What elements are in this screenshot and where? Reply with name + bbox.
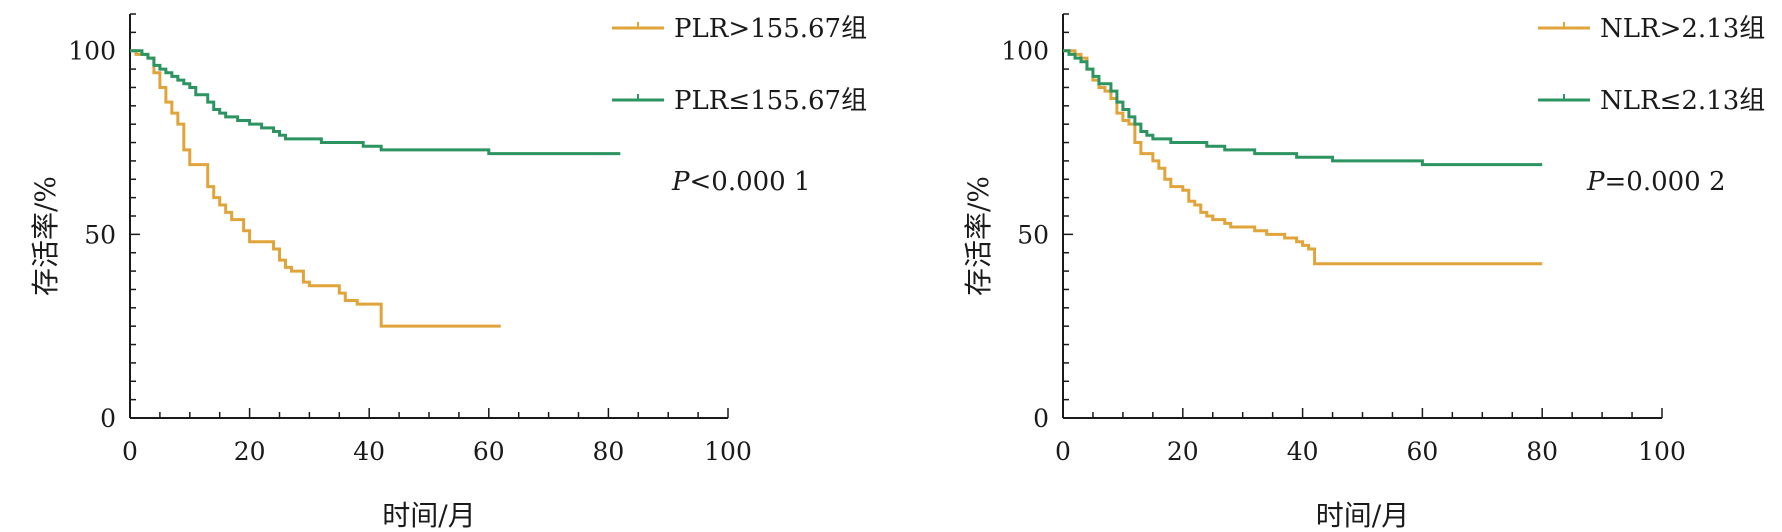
x-tick-label: 40 [353,437,385,466]
p-value: <0.000 1 [690,167,811,197]
y-tick-label: 0 [1033,404,1049,433]
x-tick-label: 80 [1526,437,1558,466]
x-tick-label: 40 [1287,437,1319,466]
x-tick-label: 80 [592,437,624,466]
p-value-annotation: P=0.000 2 [1586,167,1726,197]
legend-label-high: NLR>2.13组 [1600,14,1765,44]
x-tick-label: 0 [122,437,138,466]
x-tick-label: 100 [704,437,752,466]
x-tick-label: 20 [234,437,266,466]
legend-label-low: PLR≤155.67组 [674,86,867,116]
x-axis-title: 时间/月 [1316,499,1409,532]
x-tick-label: 60 [473,437,505,466]
legend-label-high: PLR>155.67组 [674,14,867,44]
p-value-annotation: P<0.000 1 [671,167,811,197]
x-tick-label: 60 [1406,437,1438,466]
x-axis-title: 时间/月 [382,499,475,532]
chart-panel-2: 0 50 100 0 20 40 60 80 100 时间/月 存活率/% NLR>2.13组 NLR≤… [962,13,1765,532]
series-line-low [130,49,621,156]
series-line-low [1063,49,1543,167]
series-line-high [130,49,501,328]
p-symbol: P [671,167,690,197]
x-tick-label: 0 [1055,437,1071,466]
y-tick-label: 100 [1001,37,1049,66]
chart-panel-1: 0 50 100 0 20 40 60 80 100 时间/月 存活率/% PLR>155.67组 PL… [29,13,867,532]
p-symbol: P [1586,167,1605,197]
series-line-high [1063,49,1543,266]
y-tick-label: 50 [1017,220,1049,249]
x-tick-label: 100 [1638,437,1686,466]
y-tick-label: 50 [84,220,116,249]
legend-label-low: NLR≤2.13组 [1600,86,1765,116]
x-tick-label: 20 [1167,437,1199,466]
p-value: =0.000 2 [1605,167,1726,197]
y-tick-label: 0 [100,404,116,433]
y-tick-label: 100 [68,37,116,66]
y-axis-title: 存活率/% [962,176,995,296]
y-axis-title: 存活率/% [29,176,62,296]
